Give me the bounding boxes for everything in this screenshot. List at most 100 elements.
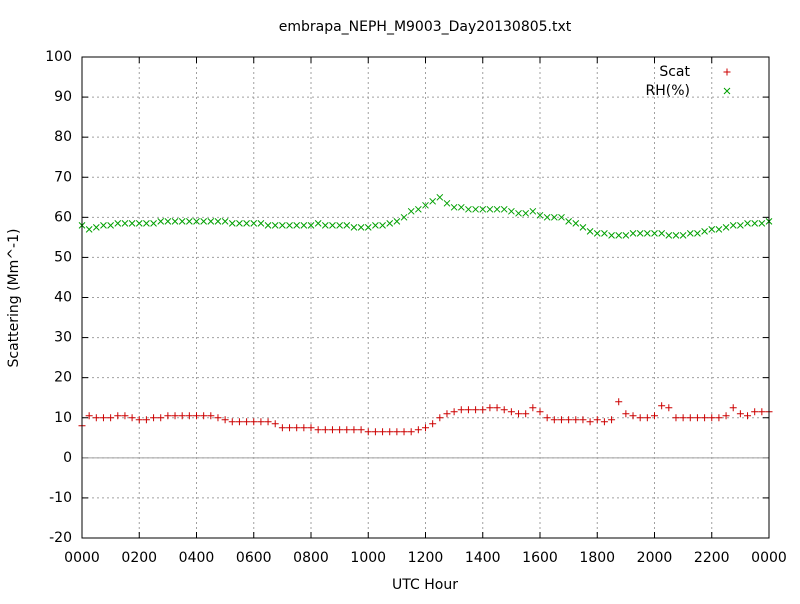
data-point [150, 219, 157, 227]
data-point [235, 418, 243, 426]
data-point [622, 232, 630, 239]
x-tick-label: 1400 [465, 550, 501, 566]
data-point [221, 416, 229, 424]
x-tick-label: 0800 [293, 550, 329, 566]
data-point [694, 230, 701, 237]
x-axis-label: UTC Hour [392, 577, 458, 593]
data-point [257, 418, 265, 426]
data-point [672, 232, 680, 239]
data-point [329, 221, 336, 229]
data-point [715, 414, 723, 422]
chart-title: embrapa_NEPH_M9003_Day20130805.txt [279, 19, 572, 35]
y-tick-label: 10 [54, 410, 72, 426]
data-point [243, 418, 251, 426]
data-point [121, 412, 129, 420]
data-point [178, 412, 186, 420]
data-point [92, 224, 100, 231]
data-point [278, 424, 286, 432]
data-point [307, 221, 315, 229]
x-tick-label: 1800 [579, 550, 615, 566]
data-point [493, 205, 501, 213]
y-tick-label: 80 [54, 129, 72, 145]
data-point [658, 402, 666, 410]
data-point [479, 205, 487, 213]
data-point [379, 428, 387, 436]
data-point [658, 230, 666, 237]
y-tick-label: 70 [54, 169, 72, 185]
data-point [307, 424, 315, 432]
data-point [142, 416, 150, 424]
data-point [457, 406, 465, 414]
data-point [758, 408, 766, 416]
data-point [543, 213, 551, 221]
data-point [386, 428, 394, 436]
data-point [472, 205, 479, 213]
data-point [651, 230, 658, 237]
data-point [536, 408, 544, 416]
data-point [579, 416, 587, 424]
data-point [493, 404, 501, 412]
y-tick-label: 40 [54, 290, 72, 306]
data-point [593, 230, 601, 237]
data-point [85, 412, 93, 420]
data-point [250, 219, 258, 227]
data-point [507, 408, 515, 416]
data-point [744, 412, 752, 420]
data-point [407, 428, 415, 436]
data-point [465, 205, 472, 213]
data-point [379, 221, 386, 229]
data-point [150, 414, 158, 422]
data-point [357, 426, 365, 434]
data-point [271, 420, 279, 428]
data-point [243, 219, 250, 227]
data-point [128, 219, 136, 227]
y-axis-label: Scattering (Mm^-1) [6, 229, 22, 368]
data-point [164, 217, 172, 225]
data-point [529, 207, 537, 215]
data-point [515, 410, 523, 418]
y-tick-label: 100 [45, 49, 72, 65]
data-point [457, 203, 465, 211]
data-point [400, 428, 408, 436]
data-point [615, 232, 623, 239]
legend-label: Scat [659, 64, 690, 80]
data-point [114, 412, 122, 420]
data-point [744, 219, 751, 227]
data-point [314, 426, 322, 434]
x-tick-label: 0000 [64, 550, 100, 566]
data-point [608, 232, 615, 239]
legend-marker [723, 68, 731, 76]
data-point [722, 412, 730, 420]
data-point [371, 428, 379, 436]
data-point [135, 416, 143, 424]
data-point [364, 428, 372, 436]
data-point [293, 221, 301, 229]
data-point [643, 230, 651, 237]
data-point [193, 217, 200, 225]
data-point [436, 193, 444, 201]
data-point [729, 221, 737, 229]
data-point [422, 424, 429, 432]
data-point [608, 416, 616, 424]
data-point [472, 406, 480, 414]
data-point [651, 412, 658, 420]
data-point [343, 426, 351, 434]
x-tick-label: 2000 [637, 550, 673, 566]
data-point [157, 414, 165, 422]
y-tick-label: -20 [49, 530, 72, 546]
data-point [572, 416, 580, 424]
data-point [293, 424, 301, 432]
data-point [271, 221, 279, 229]
data-point [414, 426, 422, 434]
data-point [522, 209, 530, 217]
data-point [350, 224, 358, 231]
data-point [407, 207, 415, 215]
y-tick-label: 20 [54, 370, 72, 386]
data-point [529, 404, 537, 412]
data-point [636, 230, 644, 237]
data-point [565, 416, 573, 424]
data-point [515, 209, 522, 217]
data-point [586, 228, 594, 235]
data-point [228, 219, 236, 227]
